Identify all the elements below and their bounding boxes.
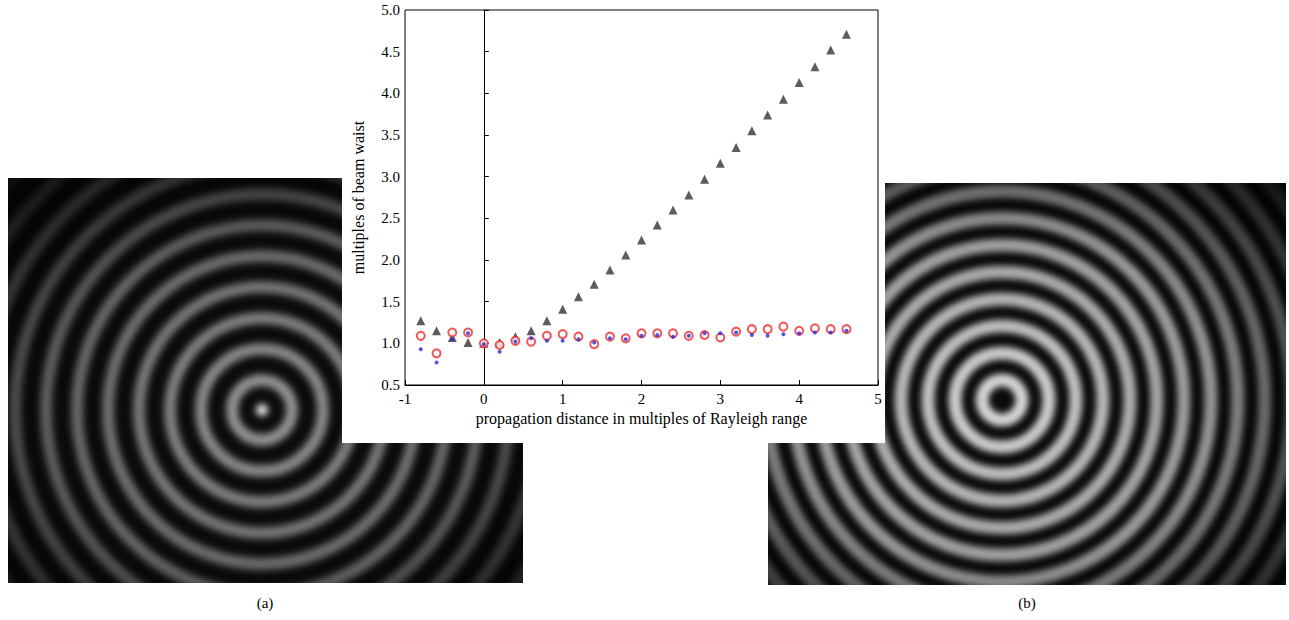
svg-text:3.5: 3.5 (381, 127, 400, 143)
svg-text:2.5: 2.5 (381, 210, 400, 226)
svg-text:0.5: 0.5 (381, 377, 400, 393)
svg-text:3.0: 3.0 (381, 169, 400, 185)
svg-text:2: 2 (638, 391, 646, 407)
svg-text:propagation distance in multip: propagation distance in multiples of Ray… (476, 410, 807, 428)
svg-text:5: 5 (874, 391, 882, 407)
svg-text:1.0: 1.0 (381, 335, 400, 351)
svg-text:0: 0 (480, 391, 488, 407)
html-text:(a): (a) (256, 595, 274, 611)
svg-text:4.5: 4.5 (381, 44, 400, 60)
svg-text:1.5: 1.5 (381, 294, 400, 310)
svg-text:4: 4 (795, 391, 803, 407)
svg-text:2.0: 2.0 (381, 252, 400, 268)
svg-text:5.0: 5.0 (381, 2, 400, 18)
svg-text:3: 3 (717, 391, 725, 407)
svg-text:-1: -1 (399, 391, 412, 407)
html-text:(b): (b) (1018, 595, 1036, 611)
svg-text:1: 1 (559, 391, 567, 407)
svg-text:multiples of beam waist: multiples of beam waist (350, 120, 368, 274)
svg-text:4.0: 4.0 (381, 85, 400, 101)
